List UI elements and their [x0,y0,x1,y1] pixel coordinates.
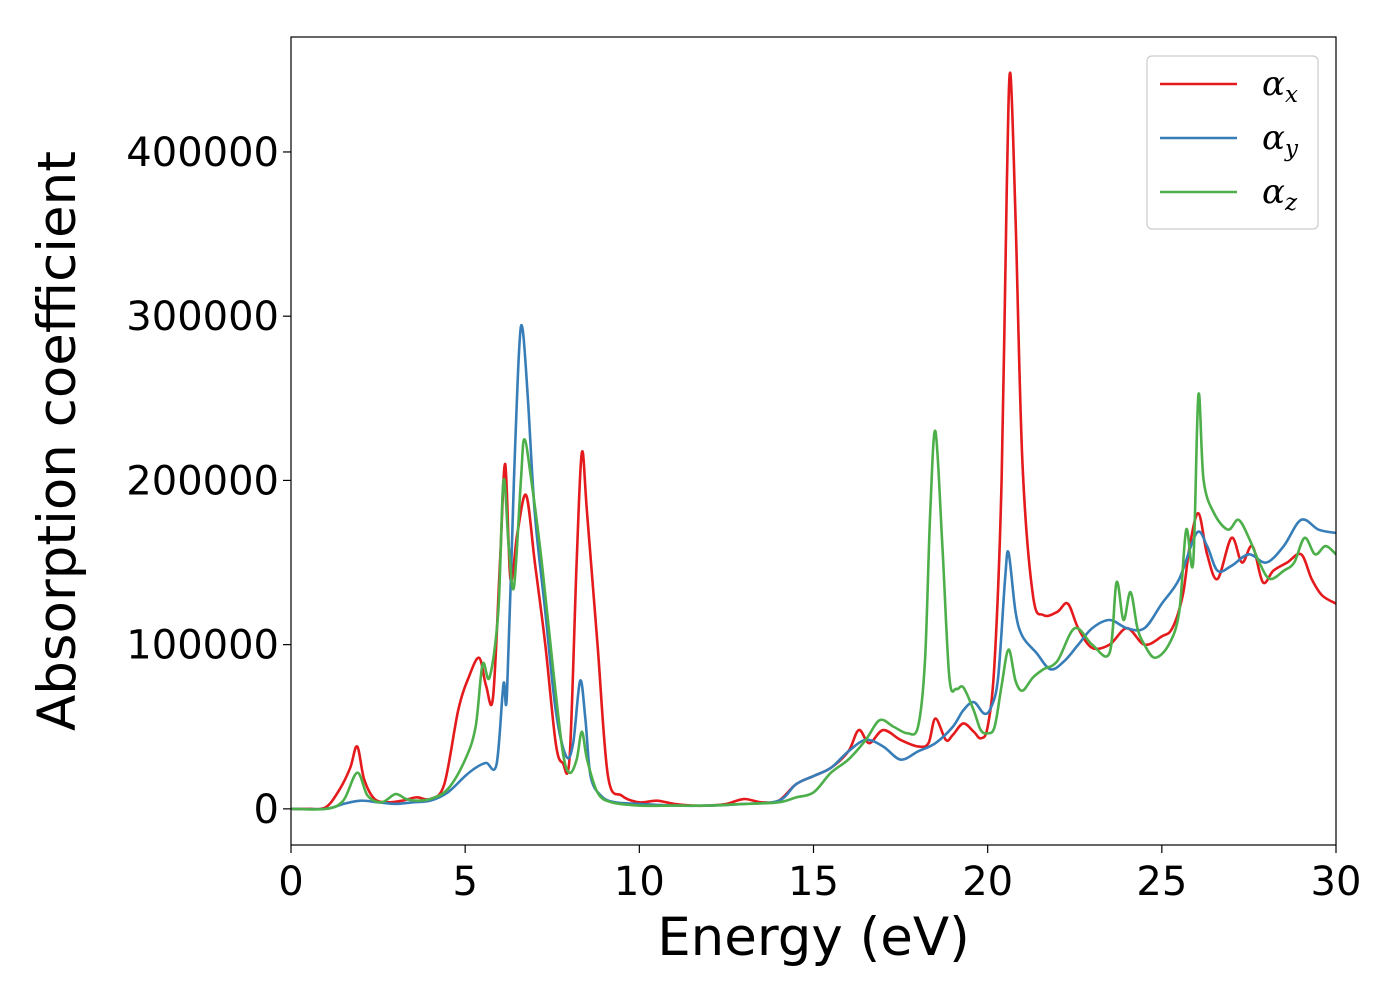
x-tick-label: 5 [452,859,477,905]
x-tick-label: 10 [614,859,665,905]
series-layer [291,71,1336,811]
y-tick-label: 400000 [126,130,279,176]
y-axis-ticks: 0 100000 200000 300000 400000 [126,130,291,833]
x-tick-label: 20 [962,859,1013,905]
y-axis-title: Absorption coefficient [27,151,88,731]
x-tick-label: 0 [278,859,303,905]
legend: αx αy αz [1146,55,1319,230]
x-tick-label: 15 [788,859,839,905]
legend-label-y: αy [1262,118,1299,162]
y-tick-label: 100000 [126,623,279,669]
x-tick-label: 25 [1136,859,1187,905]
y-tick-label: 300000 [126,294,279,340]
legend-label-x: αx [1262,64,1298,108]
y-tick-label: 200000 [126,458,279,504]
x-axis-title: Energy (eV) [657,907,970,968]
series-line-z [291,392,1336,811]
legend-frame [1146,55,1319,230]
x-tick-label: 30 [1311,859,1362,905]
x-axis-ticks: 0 5 10 15 20 25 30 [278,845,1361,905]
y-tick-label: 0 [254,787,279,833]
legend-label-z: αz [1262,172,1298,216]
